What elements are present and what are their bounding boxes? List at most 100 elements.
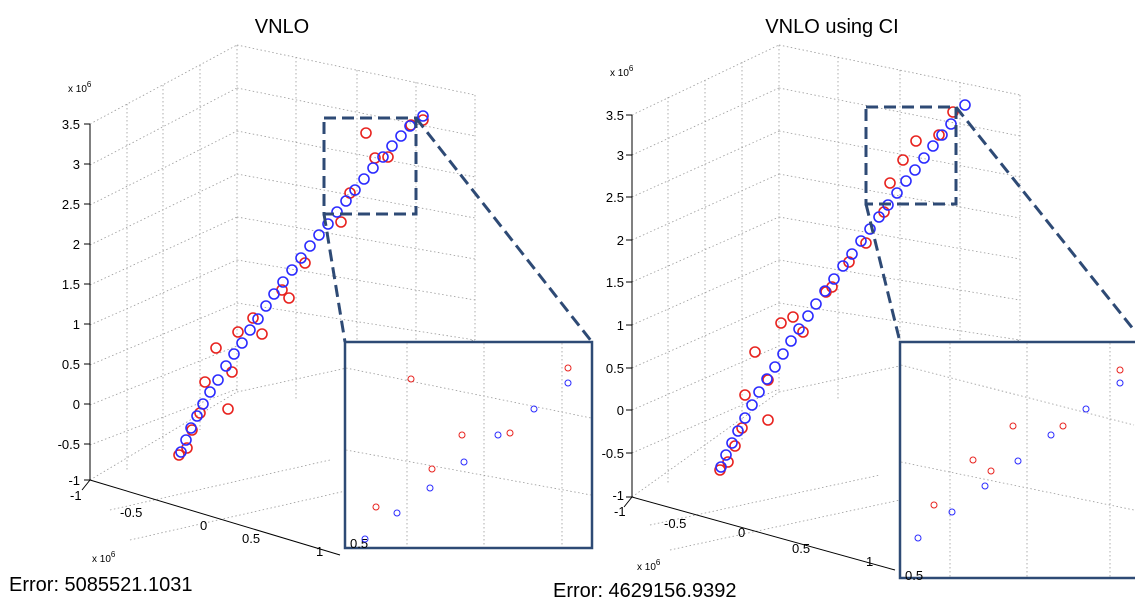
- inset-plot: 0.5: [343, 340, 594, 551]
- data-point: [228, 348, 240, 360]
- z-tick-label: 0.5: [606, 361, 624, 376]
- data-point: [729, 440, 741, 452]
- data-point: [987, 467, 995, 475]
- data-point: [909, 164, 921, 176]
- data-point: [769, 361, 781, 373]
- data-point: [340, 195, 352, 207]
- data-point: [855, 235, 867, 247]
- data-point: [873, 211, 885, 223]
- z-tick-labels: 3.5 3 2.5 2 1.5 1 0.5 0 -0.5 -1: [602, 108, 624, 503]
- x-tick-label: -1: [614, 504, 626, 519]
- data-point: [220, 360, 232, 372]
- x-tick-label: 1: [866, 554, 873, 569]
- x-tick-label: -1: [70, 488, 82, 503]
- z-tick-label: 2: [73, 237, 80, 252]
- data-point: [460, 458, 468, 466]
- data-point: [226, 366, 238, 378]
- data-point: [726, 437, 738, 449]
- x-tick-label: 0.5: [792, 541, 810, 556]
- panel-left: VNLO: [9, 16, 594, 596]
- inset-frame: [343, 340, 594, 550]
- grid-3d: [89, 44, 476, 541]
- data-point: [860, 237, 872, 249]
- z-tick-label: 2: [617, 233, 624, 248]
- data-point: [762, 414, 774, 426]
- data-point: [936, 129, 948, 141]
- chart-title: VNLO: [255, 16, 309, 38]
- inset-points: [361, 364, 572, 543]
- data-point: [910, 135, 922, 147]
- data-point: [918, 152, 930, 164]
- data-point: [222, 403, 234, 415]
- z-tick-label: 1: [73, 317, 80, 332]
- data-point: [969, 456, 977, 464]
- error-label: Error: 5085521.1031: [9, 574, 192, 596]
- data-point: [417, 110, 429, 122]
- data-point: [212, 374, 224, 386]
- data-point: [828, 273, 840, 285]
- data-point: [360, 127, 372, 139]
- x-tick-label: 1: [316, 544, 323, 559]
- data-point: [232, 326, 244, 338]
- zoom-box: [322, 116, 418, 216]
- x-exponent-label: x 106: [92, 550, 116, 565]
- data-point: [787, 311, 799, 323]
- data-point: [1009, 422, 1017, 430]
- data-point: [191, 410, 203, 422]
- chart-title: VNLO using CI: [765, 16, 898, 38]
- data-point: [180, 434, 192, 446]
- z-tick-label: 3.5: [606, 108, 624, 123]
- data-point: [252, 313, 264, 325]
- data-point: [785, 335, 797, 347]
- data-point: [268, 288, 280, 300]
- data-point: [1116, 379, 1124, 387]
- data-point: [846, 248, 858, 260]
- data-point: [945, 118, 957, 130]
- data-point: [377, 151, 389, 163]
- data-point: [1059, 422, 1067, 430]
- inset-plot: 0.5: [898, 340, 1135, 583]
- data-point: [247, 312, 259, 324]
- data-point: [761, 373, 773, 385]
- inset-tick-label: 0.5: [905, 568, 923, 583]
- data-point: [335, 216, 347, 228]
- z-tick-label: 1.5: [62, 277, 80, 292]
- z-tick-label: 0: [617, 403, 624, 418]
- data-point: [930, 501, 938, 509]
- data-point: [1082, 405, 1090, 413]
- zoom-connector: [864, 203, 902, 343]
- data-point: [260, 300, 272, 312]
- data-point: [244, 324, 256, 336]
- data-point: [382, 151, 394, 163]
- zoom-indicator: [864, 105, 1135, 343]
- data-point: [837, 260, 849, 272]
- data-point: [506, 429, 514, 437]
- z-tick-label: -0.5: [58, 437, 80, 452]
- data-point: [277, 276, 289, 288]
- data-point: [914, 534, 922, 542]
- data-point: [393, 509, 401, 517]
- data-point: [897, 154, 909, 166]
- data-point: [407, 375, 415, 383]
- data-point: [1014, 457, 1022, 465]
- z-tick-label: 1: [617, 318, 624, 333]
- data-point: [295, 252, 307, 264]
- zoom-connector: [414, 117, 594, 343]
- z-tick-label: -0.5: [602, 446, 624, 461]
- data-point: [732, 425, 744, 437]
- data-point: [933, 129, 945, 141]
- data-point: [175, 446, 187, 458]
- data-point: [367, 162, 379, 174]
- error-label: Error: 4629156.9392: [553, 580, 736, 602]
- data-point: [185, 422, 197, 434]
- data-points: [173, 110, 429, 461]
- z-tick-label: -1: [68, 473, 80, 488]
- data-point: [810, 298, 822, 310]
- data-point: [900, 175, 912, 187]
- data-point: [286, 264, 298, 276]
- data-point: [802, 310, 814, 322]
- data-point: [1047, 431, 1055, 439]
- x-tick-label: -0.5: [664, 516, 686, 531]
- data-point: [236, 337, 248, 349]
- data-point: [361, 535, 369, 543]
